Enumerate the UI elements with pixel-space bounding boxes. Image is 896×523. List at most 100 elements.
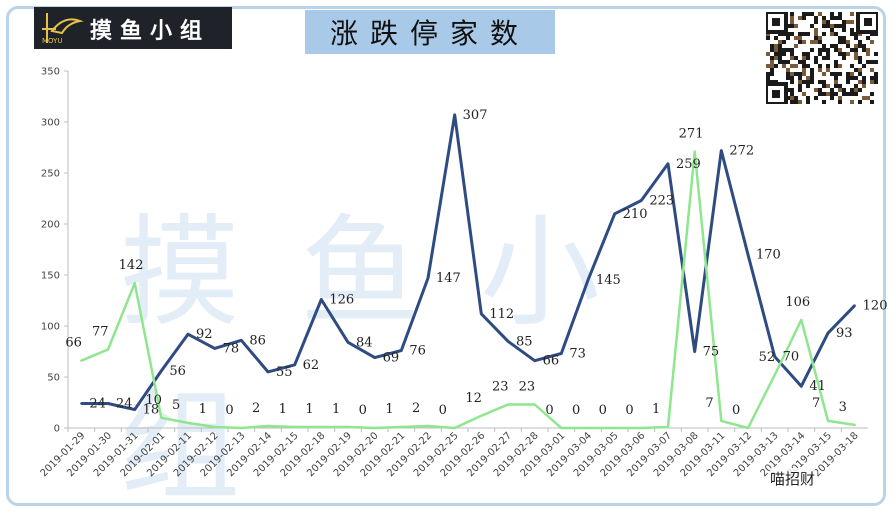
- series-2-data-label: 52: [759, 350, 776, 365]
- series-2-point: [373, 426, 376, 430]
- series-1-point: [186, 332, 190, 336]
- series-1-data-label: 147: [436, 271, 461, 286]
- series-2-point: [693, 150, 696, 153]
- series-2-point: [853, 423, 856, 427]
- series-2-data-label: 66: [65, 336, 82, 351]
- series-line-2: [80, 150, 855, 430]
- series-2-data-label: 1: [199, 402, 207, 417]
- series-1-point: [826, 331, 830, 335]
- series-2-data-label: 0: [732, 403, 740, 418]
- series-2-data-label: 0: [359, 403, 367, 418]
- series-1-point: [693, 350, 696, 353]
- logo-subtext: MOYU: [42, 37, 63, 45]
- series-2-point: [586, 426, 590, 430]
- series-2-data-label: 0: [572, 403, 580, 418]
- series-1-data-label: 170: [756, 248, 781, 263]
- y-tick-label: 350: [41, 67, 60, 78]
- series-2-point: [160, 416, 163, 419]
- series-1-point: [240, 339, 243, 342]
- qr-code-icon[interactable]: [766, 12, 878, 104]
- series-2-data-label: 142: [119, 258, 144, 273]
- series-2-data-label: 7: [812, 396, 820, 411]
- y-tick-label: 200: [41, 220, 60, 231]
- series-1-data-label: 259: [676, 157, 701, 172]
- series-2-point: [106, 348, 110, 351]
- series-1-point: [560, 352, 563, 355]
- series-line-1: [81, 113, 856, 412]
- series-1-point: [746, 253, 750, 256]
- series-2-data-label: 7: [705, 396, 713, 411]
- series-1-point: [666, 162, 670, 166]
- series-1-data-label: 69: [383, 351, 400, 366]
- series-1-data-label: 120: [863, 299, 888, 314]
- series-1-point: [720, 149, 723, 152]
- series-1-point: [133, 408, 136, 411]
- series-1-data-label: 307: [463, 108, 488, 123]
- series-1-point: [160, 369, 163, 373]
- series-1-data-label: 272: [729, 144, 754, 159]
- series-1-point: [213, 347, 216, 350]
- series-2-point: [800, 318, 803, 322]
- series-1-point: [293, 363, 296, 366]
- series-2-data-label: 1: [279, 402, 287, 417]
- series-1-point: [426, 276, 430, 280]
- source-label: 喵招财: [770, 468, 816, 489]
- y-tick-label: 250: [41, 169, 60, 180]
- series-1-point: [453, 113, 456, 117]
- series-1-point: [586, 278, 590, 282]
- series-2-point: [346, 425, 350, 429]
- series-2-point: [506, 403, 510, 406]
- series-2-point: [133, 281, 136, 285]
- series-2-point: [186, 421, 190, 425]
- series-1-data-label: 75: [703, 345, 720, 360]
- series-1-point: [506, 340, 510, 343]
- series-2-data-label: 0: [599, 403, 607, 418]
- series-2-point: [533, 403, 536, 406]
- series-1-point: [80, 402, 83, 405]
- series-2-data-label: 106: [785, 295, 810, 310]
- series-2-point: [613, 426, 616, 430]
- series-2-data-label: 1: [305, 402, 313, 417]
- series-2-data-label: 77: [92, 324, 109, 339]
- series-1-data-label: 70: [783, 350, 800, 365]
- series-1-point: [640, 199, 643, 202]
- series-1-data-label: 93: [836, 326, 853, 341]
- series-2-data-label: 0: [225, 403, 233, 418]
- series-2-point: [240, 426, 243, 430]
- series-2-point: [480, 414, 483, 417]
- series-2-point: [560, 426, 563, 430]
- series-2-point: [293, 425, 296, 429]
- series-1-data-label: 84: [356, 335, 373, 350]
- series-2-data-label: 1: [385, 402, 393, 417]
- series-2-point: [746, 426, 750, 430]
- series-1-data-label: 223: [649, 194, 674, 209]
- series-2-point: [80, 359, 83, 362]
- series-1-data-label: 18: [143, 403, 160, 418]
- series-2-data-label: 12: [465, 391, 482, 406]
- fish-logo-icon: [42, 13, 84, 43]
- series-2-data-label: 3: [839, 400, 847, 415]
- series-1-point: [266, 370, 270, 374]
- series-2-point: [640, 426, 643, 430]
- series-1-data-label: 78: [223, 341, 240, 356]
- series-1-data-label: 62: [303, 358, 320, 373]
- series-1-point: [373, 356, 376, 359]
- series-1-point: [320, 298, 323, 301]
- series-1-data-label: 56: [169, 364, 186, 379]
- series-1-data-label: 55: [276, 365, 293, 380]
- series-1-point: [480, 312, 483, 315]
- logo-text: 摸鱼小组: [90, 19, 211, 44]
- series-2-point: [453, 426, 456, 430]
- series-2-point: [720, 419, 723, 423]
- series-1-data-label: 145: [596, 273, 621, 288]
- series-2-point: [400, 425, 403, 429]
- series-2-point: [320, 425, 323, 429]
- series-1-data-label: 112: [489, 307, 514, 322]
- chart-frame: [6, 6, 886, 506]
- series-2-data-label: 0: [625, 403, 633, 418]
- series-1-data-label: 24: [116, 397, 133, 412]
- series-1-point: [400, 349, 403, 352]
- series-2-point: [266, 424, 270, 428]
- y-tick-label: 150: [41, 271, 60, 282]
